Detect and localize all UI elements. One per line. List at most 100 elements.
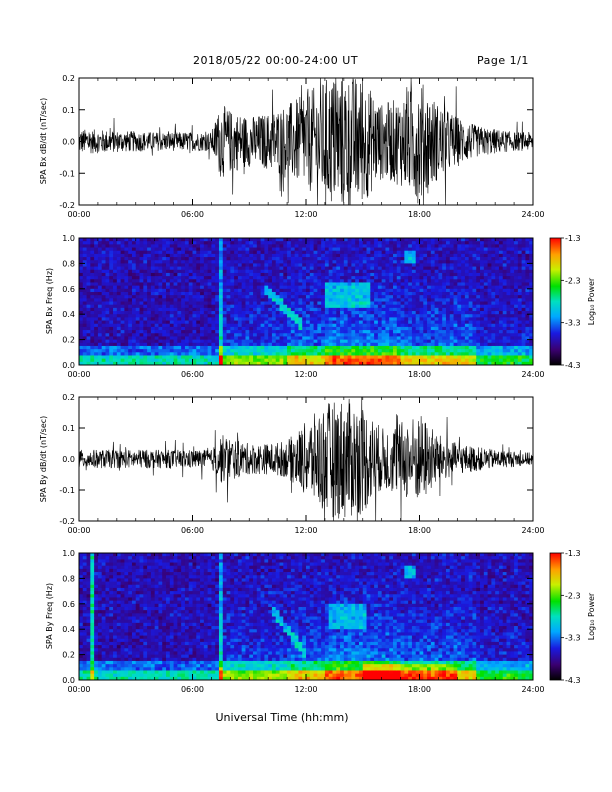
heatmap-cell (294, 288, 299, 293)
heatmap-cell (264, 291, 269, 296)
heatmap-cell (370, 333, 375, 337)
heatmap-cell (256, 285, 261, 290)
heatmap-cell (347, 250, 352, 255)
heatmap-cell (113, 352, 118, 356)
heatmap-cell (487, 317, 492, 321)
heatmap-cell (309, 304, 314, 309)
heatmap-cell (472, 260, 477, 264)
heatmap-cell (396, 304, 401, 309)
heatmap-cell (147, 260, 152, 264)
heatmap-cell (302, 253, 307, 258)
heatmap-cell (245, 276, 250, 280)
heatmap-cell (306, 349, 311, 353)
heatmap-cell (177, 279, 182, 283)
heatmap-cell (287, 276, 292, 280)
heatmap-cell (241, 307, 246, 312)
heatmap-cell (109, 339, 114, 344)
heatmap-cell (313, 323, 318, 328)
heatmap-cell (411, 241, 417, 245)
heatmap-cell (97, 298, 103, 302)
heatmap-cell (82, 311, 87, 315)
heatmap-cell (453, 314, 458, 318)
heatmap-cell (82, 247, 87, 252)
heatmap-cell (328, 285, 333, 290)
heatmap-cell (313, 311, 318, 315)
heatmap-cell (264, 241, 269, 245)
heatmap-cell (430, 266, 436, 271)
heatmap-cell (200, 304, 205, 309)
heatmap-cell (90, 238, 95, 242)
heatmap-cell (283, 345, 288, 350)
heatmap-cell (128, 276, 133, 280)
heatmap-cell (211, 326, 216, 331)
heatmap-cell (502, 333, 507, 337)
heatmap-cell (324, 336, 330, 340)
heatmap-cell (162, 355, 167, 360)
heatmap-cell (498, 253, 504, 258)
heatmap-cell (343, 272, 349, 277)
heatmap-cell (256, 342, 261, 347)
heatmap-cell (192, 358, 197, 363)
heatmap-cell (253, 282, 258, 287)
heatmap-cell (385, 301, 390, 306)
heatmap-cell (226, 250, 231, 255)
heatmap-cell (79, 260, 84, 264)
heatmap-cell (343, 288, 349, 293)
heatmap-cell (230, 241, 235, 245)
heatmap-cell (290, 291, 296, 296)
heatmap-cell (321, 279, 326, 283)
heatmap-cell (389, 238, 394, 242)
heatmap-cell (442, 314, 447, 318)
heatmap-cell (324, 342, 330, 347)
heatmap-cell (230, 279, 235, 283)
heatmap-cell (135, 311, 140, 315)
heatmap-cell (449, 298, 454, 302)
heatmap-cell (306, 263, 311, 267)
heatmap-cell (445, 298, 451, 302)
heatmap-cell (196, 352, 201, 356)
heatmap-cell (169, 272, 174, 277)
heatmap-cell (324, 330, 330, 334)
heatmap-cell (502, 272, 507, 277)
heatmap-cell (215, 241, 220, 245)
heatmap-cell (461, 301, 466, 306)
heatmap-cell (377, 279, 383, 283)
heatmap-cell (309, 361, 314, 366)
heatmap-cell (389, 279, 394, 283)
heatmap-cell (510, 330, 515, 334)
heatmap-cell (461, 342, 466, 347)
heatmap-cell (506, 276, 511, 280)
heatmap-cell (483, 276, 488, 280)
heatmap-cell (283, 247, 288, 252)
heatmap-cell (256, 336, 261, 340)
heatmap-cell (324, 355, 330, 360)
heatmap-cell (192, 263, 197, 267)
heatmap-cell (340, 285, 345, 290)
heatmap-cell (434, 361, 439, 366)
heatmap-cell (411, 272, 417, 277)
heatmap-cell (192, 241, 197, 245)
heatmap-cell (256, 253, 261, 258)
heatmap-cell (283, 241, 288, 245)
heatmap-cell (313, 250, 318, 255)
heatmap-cell (502, 352, 507, 356)
heatmap-cell (237, 355, 243, 360)
heatmap-cell (343, 266, 349, 271)
heatmap-cell (169, 352, 174, 356)
heatmap-cell (411, 285, 417, 290)
heatmap-cell (275, 285, 280, 290)
heatmap-cell (514, 247, 519, 252)
heatmap-cell (203, 336, 209, 340)
x-tick-label: 24:00 (521, 370, 544, 379)
heatmap-cell (309, 272, 314, 277)
heatmap-cell (131, 260, 137, 264)
heatmap-cell (94, 307, 99, 312)
heatmap-cell (203, 295, 209, 299)
heatmap-cell (249, 291, 254, 296)
heatmap-cell (275, 361, 280, 366)
heatmap-cell (472, 266, 477, 271)
heatmap-cell (162, 288, 167, 293)
heatmap-cell (419, 247, 424, 252)
heatmap-cell (529, 342, 534, 347)
heatmap-cell (173, 333, 178, 337)
